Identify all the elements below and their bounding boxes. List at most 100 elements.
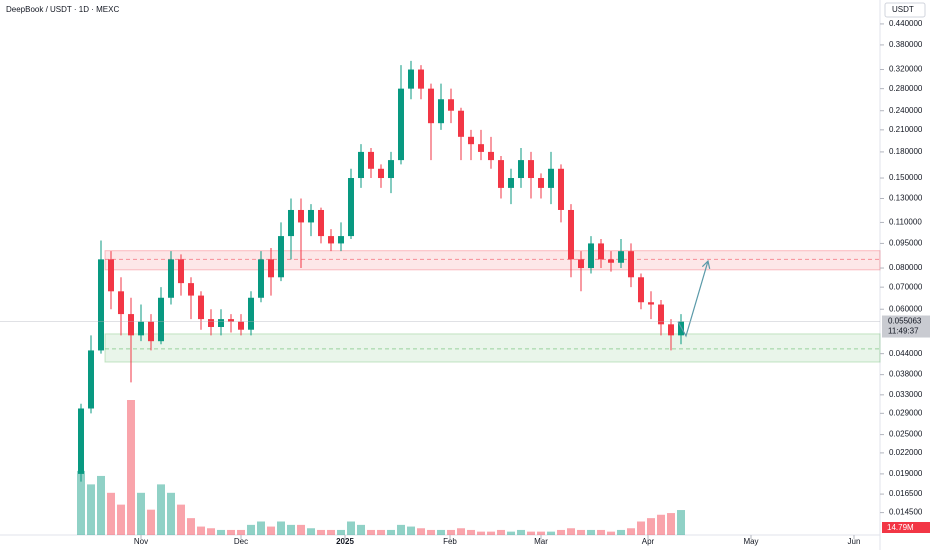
volume-bar: [597, 529, 605, 535]
volume-bar: [367, 529, 375, 535]
volume-box: [882, 522, 930, 533]
candle-body: [248, 297, 254, 330]
candle-body: [518, 160, 524, 179]
candle-body: [498, 160, 504, 188]
candle-body: [378, 168, 384, 179]
x-tick-label: May: [743, 537, 758, 546]
volume-bar: [147, 509, 155, 535]
volume-bar: [477, 531, 485, 535]
candle-body: [328, 236, 334, 244]
volume-bar: [187, 518, 195, 535]
volume-bar: [487, 531, 495, 535]
volume-bar: [307, 528, 315, 535]
volume-bar: [517, 529, 525, 535]
candle-body: [428, 88, 434, 124]
candle-body: [238, 321, 244, 330]
y-tick-label: 0.038000: [889, 370, 923, 379]
candle-body: [308, 209, 314, 223]
y-tick-label: 0.080000: [889, 263, 923, 272]
candle-body: [358, 151, 364, 179]
volume-bar: [297, 524, 305, 535]
volume-bar: [647, 518, 655, 535]
y-tick-label: 0.016500: [889, 489, 923, 498]
candle-body: [438, 99, 444, 124]
candle-body: [488, 151, 494, 161]
x-tick-label: Nov: [134, 537, 148, 546]
chart-title: DeepBook / USDT · 1D · MEXC: [6, 5, 119, 14]
volume-bar: [107, 492, 115, 535]
volume-bar: [117, 504, 125, 535]
y-tick-label: 0.240000: [889, 106, 923, 115]
volume-bar: [397, 524, 405, 535]
zone: [104, 333, 881, 363]
volume-bar: [347, 521, 355, 535]
volume-bar: [537, 531, 545, 535]
volume-label: 14.79M: [887, 523, 914, 532]
candle-body: [338, 236, 344, 244]
y-tick-label: 0.130000: [889, 194, 923, 203]
volume-bar: [497, 529, 505, 535]
volume-bar: [207, 528, 215, 535]
volume-bar: [217, 529, 225, 535]
candle-body: [638, 277, 644, 303]
x-tick-label: Jun: [848, 537, 861, 546]
volume-bar: [667, 513, 675, 535]
volume-bar: [657, 514, 665, 535]
y-tick-label: 0.025000: [889, 430, 923, 439]
candle-body: [258, 259, 264, 298]
candle-body: [468, 136, 474, 145]
candle-body: [678, 321, 684, 336]
volume-bar: [167, 492, 175, 535]
volume-bar: [557, 529, 565, 535]
candle-body: [668, 324, 674, 336]
volume-bar: [77, 470, 85, 535]
candle-body: [568, 209, 574, 260]
volume-bar: [327, 529, 335, 535]
candle-body: [478, 144, 484, 152]
volume-bar: [337, 529, 345, 535]
x-tick-label: Apr: [642, 537, 655, 546]
volume-bar: [457, 528, 465, 535]
last-price-label: 0.055063: [888, 317, 922, 326]
volume-bar: [197, 526, 205, 535]
volume-bar: [127, 400, 135, 535]
y-tick-label: 0.150000: [889, 173, 923, 182]
volume-bar: [607, 531, 615, 535]
x-tick-label: Mar: [534, 537, 548, 546]
volume-bar: [317, 529, 325, 535]
candle-body: [98, 259, 104, 351]
candle-body: [148, 321, 154, 342]
candle-body: [108, 259, 114, 292]
currency-box[interactable]: [884, 2, 926, 18]
candle-body: [648, 302, 654, 305]
volume-bar: [137, 492, 145, 535]
volume-bar: [157, 484, 165, 535]
candle-body: [218, 319, 224, 327]
volume-bar: [677, 510, 685, 535]
candle-body: [138, 321, 144, 336]
y-tick-label: 0.019000: [889, 469, 923, 478]
volume-bar: [257, 521, 265, 535]
candle-body: [578, 259, 584, 269]
candle-body: [198, 295, 204, 320]
candle-body: [398, 88, 404, 161]
candle-body: [288, 209, 294, 237]
projection-arrow: [677, 260, 709, 338]
volume-bar: [177, 504, 185, 535]
candle-body: [158, 297, 164, 342]
volume-bar: [587, 529, 595, 535]
candle-body: [298, 209, 304, 223]
volume-bar: [637, 521, 645, 535]
candle-body: [348, 178, 354, 237]
volume-bar: [247, 524, 255, 535]
candle-body: [528, 160, 534, 179]
volume-bar: [527, 531, 535, 535]
candle-body: [598, 243, 604, 260]
volume-bar: [567, 528, 575, 535]
currency: USDT: [892, 5, 914, 14]
candle-body: [658, 304, 664, 325]
candle-body: [458, 110, 464, 137]
y-tick-label: 0.280000: [889, 84, 923, 93]
